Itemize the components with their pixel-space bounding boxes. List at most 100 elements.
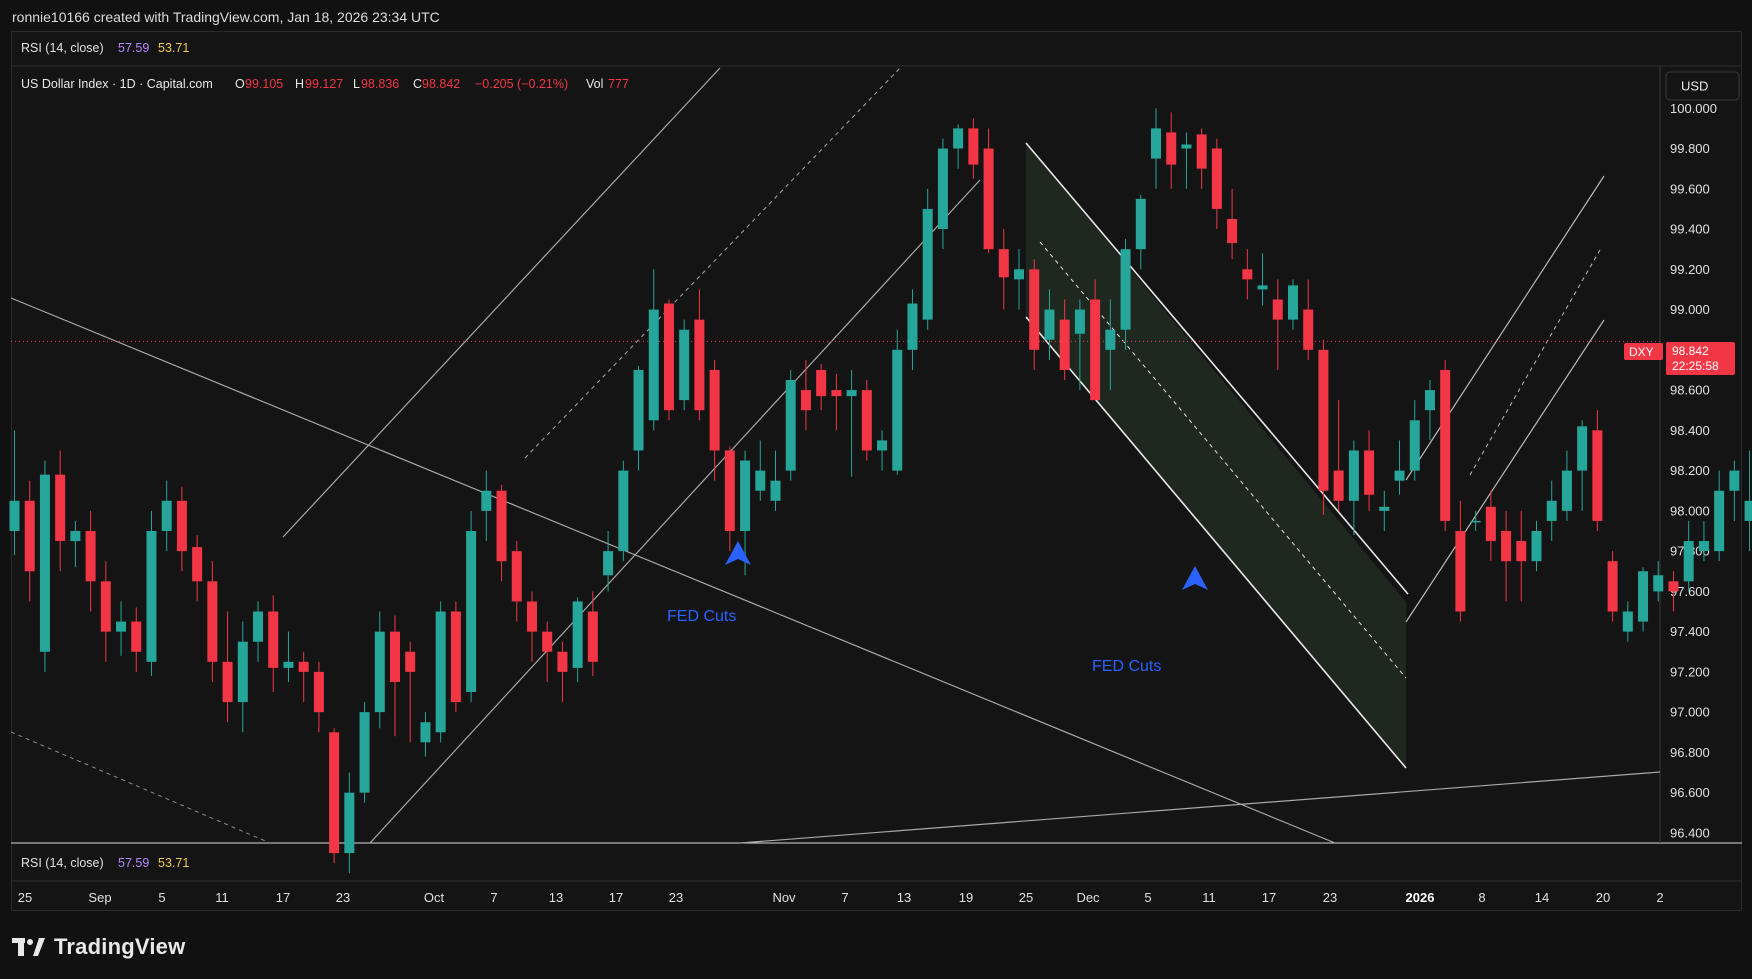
- candle-body-0: [9, 500, 20, 531]
- x-tick-label-2: 5: [158, 890, 165, 905]
- candle-body-103: [1577, 426, 1588, 471]
- candle-body-47: [724, 450, 735, 531]
- candle-body-70: [1074, 309, 1085, 334]
- candle-body-76: [1166, 132, 1177, 165]
- candle-body-72: [1105, 329, 1116, 350]
- candle-body-49: [755, 470, 766, 491]
- candle-body-113: [1729, 470, 1740, 491]
- y-tick-label-8: 98.200: [1670, 463, 1710, 478]
- x-tick-label-18: 11: [1202, 890, 1216, 905]
- x-tick-label-23: 14: [1535, 890, 1549, 905]
- y-tick-label-14: 97.000: [1670, 705, 1710, 720]
- candle-body-82: [1257, 285, 1268, 290]
- legend-vol-label: Vol: [586, 77, 603, 91]
- y-tick-label-1: 99.800: [1670, 141, 1710, 156]
- lower-dashed-line: [10, 731, 271, 844]
- legend-o-label: O: [235, 77, 245, 91]
- x-tick-label-22: 8: [1478, 890, 1485, 905]
- candle-body-71: [1090, 299, 1101, 401]
- y-tick-label-0: 100.000: [1670, 101, 1717, 116]
- candle-body-24: [374, 631, 385, 713]
- candle-body-55: [846, 390, 857, 397]
- candle-body-68: [1044, 309, 1055, 340]
- y-tick-label-4: 99.200: [1670, 262, 1710, 277]
- candle-body-31: [481, 490, 492, 511]
- candle-body-17: [268, 611, 279, 668]
- candle-body-95: [1455, 530, 1466, 612]
- candle-body-45: [694, 319, 705, 411]
- y-tick-label-7: 98.400: [1670, 423, 1710, 438]
- x-tick-label-19: 17: [1262, 890, 1276, 905]
- legend-h-value: 99.127: [305, 77, 343, 91]
- recent-channel-mid: [1469, 249, 1601, 476]
- candle-body-100: [1531, 530, 1542, 562]
- candle-body-92: [1409, 420, 1420, 471]
- candle-body-40: [618, 470, 629, 552]
- y-tick-label-15: 96.800: [1670, 745, 1710, 760]
- y-tick-label-2: 99.600: [1670, 181, 1710, 196]
- up-channel-mid: [524, 67, 901, 459]
- x-tick-label-16: Dec: [1076, 890, 1100, 905]
- candle-body-94: [1440, 369, 1451, 521]
- candle-body-63: [968, 128, 979, 165]
- candle-body-56: [861, 390, 872, 451]
- candle-body-60: [922, 208, 933, 320]
- symbol-tag-text: DXY: [1629, 345, 1654, 359]
- candle-body-98: [1501, 530, 1512, 562]
- candle-body-64: [983, 148, 994, 250]
- price-tag: [1666, 342, 1735, 375]
- candle-body-28: [435, 611, 446, 733]
- candle-body-81: [1242, 269, 1253, 280]
- candle-body-74: [1135, 198, 1146, 250]
- long-support-line: [739, 771, 1661, 844]
- x-tick-label-13: 13: [897, 890, 911, 905]
- x-tick-label-1: Sep: [88, 890, 111, 905]
- x-tick-label-7: 7: [490, 890, 497, 905]
- y-tick-label-16: 96.600: [1670, 785, 1710, 800]
- x-tick-label-14: 19: [959, 890, 973, 905]
- x-tick-label-21: 2026: [1406, 890, 1435, 905]
- legend-c-value: 98.842: [422, 77, 460, 91]
- candle-body-23: [359, 712, 370, 793]
- chart-frame[interactable]: [11, 31, 1742, 911]
- legend-change: −0.205 (−0.21%): [475, 77, 568, 91]
- arrow-up-icon-1: [1182, 566, 1208, 590]
- candle-body-91: [1394, 470, 1405, 481]
- legend-o-value: 99.105: [245, 77, 283, 91]
- candle-body-11: [176, 500, 187, 552]
- down-channel-upper: [1025, 142, 1409, 595]
- candle-body-79: [1211, 148, 1222, 209]
- candle-body-3: [55, 474, 66, 542]
- candle-body-5: [85, 530, 96, 582]
- candle-body-8: [131, 621, 142, 652]
- currency-button-label[interactable]: USD: [1681, 79, 1708, 94]
- candle-body-43: [663, 303, 674, 411]
- tradingview-logo[interactable]: TradingView: [12, 932, 185, 962]
- legend-symbol[interactable]: US Dollar Index · 1D · Capital.com: [21, 77, 213, 91]
- candle-body-97: [1485, 506, 1496, 542]
- y-tick-label-5: 99.000: [1670, 302, 1710, 317]
- up-channel-upper: [282, 67, 721, 538]
- candle-body-38: [587, 611, 598, 662]
- candle-body-34: [526, 601, 537, 632]
- candle-body-46: [709, 369, 720, 451]
- candle-body-80: [1227, 218, 1238, 244]
- y-tick-label-17: 96.400: [1670, 825, 1710, 840]
- currency-button[interactable]: [1665, 71, 1740, 101]
- x-tick-label-6: Oct: [424, 890, 445, 905]
- candle-body-6: [100, 581, 111, 632]
- candle-body-86: [1318, 349, 1329, 491]
- candle-body-12: [192, 547, 203, 582]
- candle-body-32: [496, 490, 507, 562]
- candle-body-75: [1151, 128, 1161, 159]
- candle-body-65: [998, 249, 1009, 278]
- candle-body-112: [1714, 490, 1725, 552]
- long-trend-line-down: [10, 297, 1336, 844]
- legend-l-label: L: [353, 77, 360, 91]
- candle-body-109: [1668, 581, 1679, 592]
- candle-body-59: [907, 303, 918, 350]
- candle-body-90: [1379, 506, 1390, 511]
- x-tick-label-25: 2: [1656, 890, 1663, 905]
- candle-body-52: [800, 390, 811, 411]
